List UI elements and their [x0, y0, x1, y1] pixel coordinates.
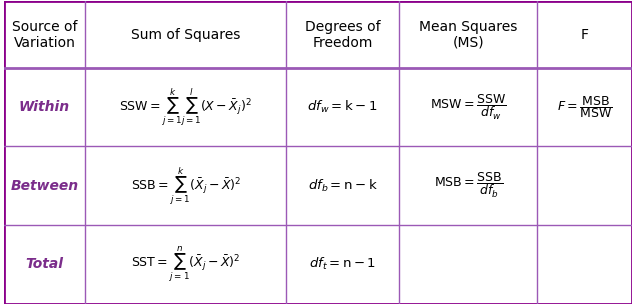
Text: $F=\dfrac{\mathrm{MSB}}{\mathrm{MSW}}$: $F=\dfrac{\mathrm{MSB}}{\mathrm{MSW}}$	[556, 94, 612, 120]
Text: $\mathrm{SSB}=\sum_{j=1}^{k}(\bar{X}_j-\bar{X})^2$: $\mathrm{SSB}=\sum_{j=1}^{k}(\bar{X}_j-\…	[130, 165, 241, 206]
Text: $\mathrm{SST}=\sum_{j=1}^{n}(\bar{X}_j-\bar{X})^2$: $\mathrm{SST}=\sum_{j=1}^{n}(\bar{X}_j-\…	[131, 245, 241, 284]
Text: $\mathit{df}_t = \mathrm{n}-1$: $\mathit{df}_t = \mathrm{n}-1$	[309, 256, 377, 272]
Text: Degrees of
Freedom: Degrees of Freedom	[305, 20, 380, 50]
Text: Mean Squares
(MS): Mean Squares (MS)	[419, 20, 518, 50]
Text: F: F	[580, 28, 589, 42]
Text: $\mathrm{SSW}=\sum_{j=1}^{k}\sum_{j=1}^{l}(X-\bar{X}_j)^2$: $\mathrm{SSW}=\sum_{j=1}^{k}\sum_{j=1}^{…	[119, 86, 252, 128]
Text: Source of
Variation: Source of Variation	[11, 20, 77, 50]
Text: $\mathit{df}_b = \mathrm{n}-\mathrm{k}$: $\mathit{df}_b = \mathrm{n}-\mathrm{k}$	[308, 178, 378, 194]
Text: Total: Total	[25, 257, 63, 271]
Text: $\mathrm{MSB}=\dfrac{\mathrm{SSB}}{\mathit{df}_b}$: $\mathrm{MSB}=\dfrac{\mathrm{SSB}}{\math…	[434, 171, 503, 200]
Text: Between: Between	[10, 179, 78, 193]
Text: Sum of Squares: Sum of Squares	[131, 28, 241, 42]
Text: $\mathit{df}_w = \mathrm{k}-1$: $\mathit{df}_w = \mathrm{k}-1$	[308, 99, 378, 115]
Text: $\mathrm{MSW}=\dfrac{\mathrm{SSW}}{\mathit{df}_w}$: $\mathrm{MSW}=\dfrac{\mathrm{SSW}}{\math…	[430, 93, 506, 122]
Text: Within: Within	[19, 100, 70, 114]
